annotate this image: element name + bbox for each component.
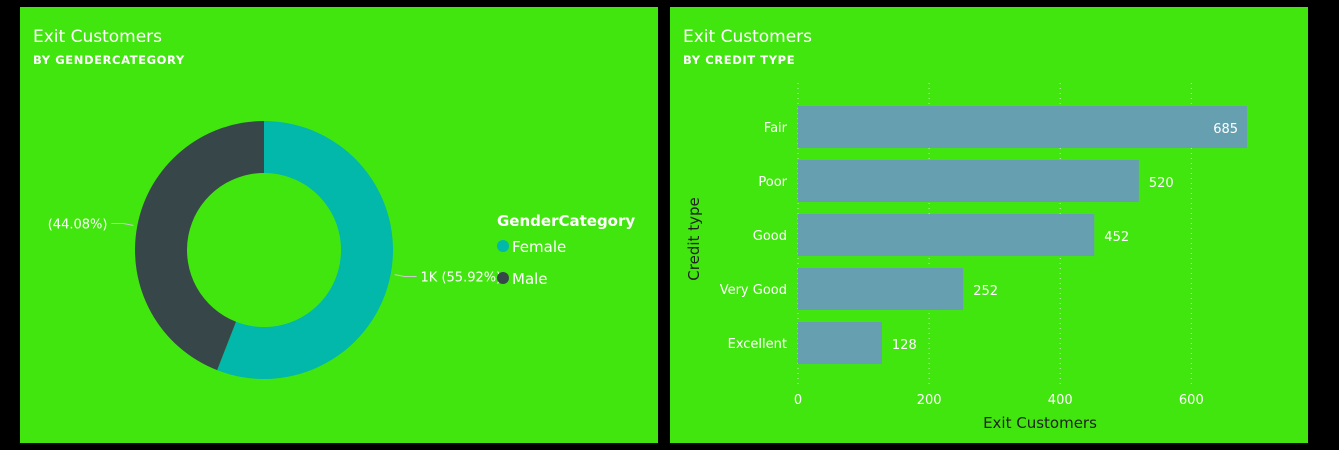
bar-very-good[interactable]	[798, 267, 964, 311]
bar-excellent[interactable]	[798, 321, 882, 365]
category-label: Good	[753, 229, 787, 244]
leader-line-female	[394, 274, 417, 277]
data-label: 520	[1149, 176, 1174, 191]
data-label: 452	[1104, 230, 1129, 245]
gender-chart-title: Exit Customers	[33, 27, 163, 47]
credit-chart-title: Exit Customers	[683, 27, 813, 47]
donut-chart: 1K (55.92%) (44.08%) GenderCategory Fema…	[48, 121, 635, 379]
legend-title: GenderCategory	[497, 212, 635, 230]
category-label: Very Good	[720, 283, 787, 298]
leader-line-male	[111, 223, 134, 226]
category-label: Fair	[764, 121, 788, 136]
slice-label-male: (44.08%)	[48, 218, 108, 233]
legend-marker-male	[497, 272, 509, 284]
category-label: Excellent	[728, 337, 787, 352]
x-tick-label: 200	[917, 393, 942, 408]
bar-good[interactable]	[798, 213, 1095, 257]
credit-chart-subtitle: BY CREDIT TYPE	[683, 53, 796, 67]
legend-marker-female	[497, 240, 509, 252]
data-label: 252	[973, 284, 998, 299]
x-axis-title: Exit Customers	[983, 414, 1097, 432]
category-label: Poor	[758, 175, 787, 190]
slice-label-female: 1K (55.92%)	[421, 270, 502, 285]
credit-chart-panel: Exit Customers BY CREDIT TYPE Fair Poor Go…	[670, 7, 1308, 443]
bar-chart: Fair Poor Good Very Good Excellent 685 520 452…	[685, 83, 1248, 432]
x-tick-label: 600	[1179, 393, 1204, 408]
donut-slice-male[interactable]	[135, 121, 264, 371]
gender-chart-subtitle: BY GENDERCATEGORY	[33, 53, 185, 67]
y-axis-title: Credit type	[685, 197, 703, 280]
legend-label-female[interactable]: Female	[512, 238, 566, 256]
data-label: 128	[892, 338, 917, 353]
bar-poor[interactable]	[798, 159, 1139, 203]
legend-label-male[interactable]: Male	[512, 270, 548, 288]
bar-fair[interactable]	[798, 105, 1248, 149]
x-tick-label: 400	[1048, 393, 1073, 408]
gender-chart-panel: Exit Customers BY GENDERCATEGORY 1K (55.…	[20, 7, 658, 443]
donut-slice-female[interactable]	[217, 121, 394, 379]
x-tick-label: 0	[794, 393, 802, 408]
data-label: 685	[1213, 122, 1238, 137]
